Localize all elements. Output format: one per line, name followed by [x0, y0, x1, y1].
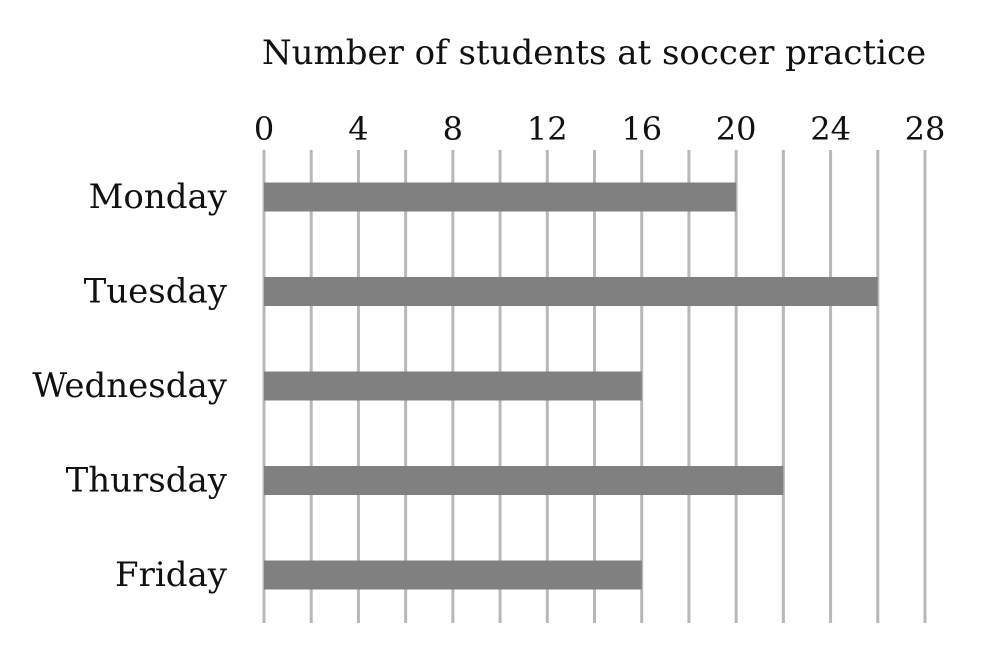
bar-thursday [264, 466, 784, 495]
category-labels: Monday Tuesday Wednesday Thursday Friday [32, 177, 228, 595]
category-label-thursday: Thursday [66, 461, 228, 501]
x-tick-label: 0 [254, 110, 274, 148]
x-tick-label: 4 [348, 110, 368, 148]
category-label-monday: Monday [89, 177, 228, 217]
x-axis-ticks: 0 4 8 12 16 20 24 28 [254, 110, 946, 148]
x-tick-label: 28 [905, 110, 946, 148]
x-tick-label: 12 [527, 110, 568, 148]
category-label-friday: Friday [115, 555, 228, 595]
chart-title: Number of students at soccer practice [262, 33, 926, 73]
category-label-tuesday: Tuesday [84, 272, 228, 312]
category-label-wednesday: Wednesday [32, 366, 228, 406]
x-tick-label: 24 [810, 110, 851, 148]
bar-friday [264, 560, 642, 590]
bars [264, 182, 878, 590]
bar-tuesday [264, 277, 878, 306]
bar-wednesday [264, 371, 642, 401]
x-tick-label: 8 [443, 110, 463, 148]
x-tick-label: 16 [621, 110, 662, 148]
x-tick-label: 20 [716, 110, 757, 148]
bar-monday [264, 182, 737, 212]
